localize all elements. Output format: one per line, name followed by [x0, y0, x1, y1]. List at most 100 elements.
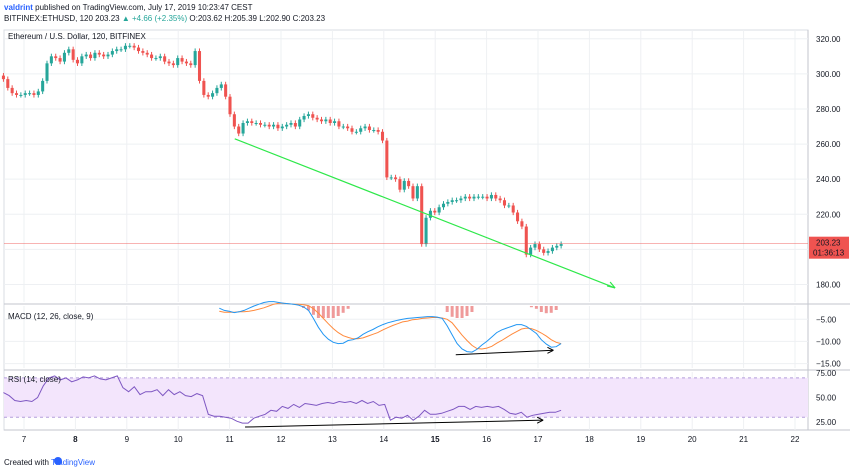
- candle: [346, 126, 350, 129]
- x-tick-label: 19: [636, 435, 645, 444]
- candle: [328, 119, 332, 124]
- candle: [420, 186, 424, 245]
- macd-histogram-bar: [321, 306, 325, 318]
- x-tick-label: 13: [328, 435, 337, 444]
- y-tick-label: 300.00: [816, 70, 841, 79]
- candle: [520, 221, 524, 227]
- candle: [237, 126, 241, 134]
- candle: [84, 54, 88, 57]
- last-price-text: 203.23: [95, 14, 120, 23]
- candle: [389, 177, 393, 179]
- candle: [19, 94, 23, 96]
- candle: [215, 87, 219, 94]
- x-tick-label: 8: [73, 435, 78, 444]
- macd-divergence-line: [455, 349, 554, 356]
- candle: [546, 251, 550, 253]
- candle: [407, 180, 411, 187]
- candle: [302, 115, 306, 120]
- x-tick-label: 21: [739, 435, 748, 444]
- candle: [433, 210, 437, 213]
- candle: [337, 121, 341, 127]
- candle: [376, 130, 380, 132]
- macd-histogram-bar: [470, 306, 474, 312]
- candle: [211, 93, 215, 97]
- x-tick-label: 20: [688, 435, 697, 444]
- y-tick-label: 180.00: [816, 280, 841, 289]
- candle: [80, 56, 84, 64]
- macd-line: [219, 301, 562, 353]
- macd-histogram-bar: [445, 306, 449, 312]
- candle: [89, 54, 93, 59]
- candle: [75, 59, 80, 64]
- candle: [14, 93, 19, 95]
- candle: [394, 177, 398, 180]
- candle: [424, 217, 428, 245]
- y-tick-label: 25.00: [816, 418, 837, 427]
- x-tick-label: 12: [277, 435, 286, 444]
- candle: [1, 75, 5, 80]
- candle: [193, 51, 197, 66]
- candle: [446, 201, 450, 204]
- candle: [363, 126, 367, 129]
- candle: [306, 114, 310, 116]
- candle: [354, 131, 358, 133]
- candle: [45, 63, 49, 81]
- trendline: [234, 138, 616, 289]
- rsi-divergence-line: [245, 419, 544, 428]
- candle: [272, 124, 276, 127]
- candle: [333, 121, 337, 124]
- candle: [502, 200, 507, 206]
- candle: [285, 124, 289, 127]
- publish-info: published on TradingView.com, July 17, 2…: [35, 3, 253, 12]
- candle: [132, 45, 136, 48]
- candle: [150, 54, 154, 59]
- candle: [97, 52, 101, 55]
- ohlc-text: O:203.62 H:205.39 L:202.90 C:203.23: [189, 14, 326, 23]
- candle: [263, 124, 267, 126]
- symbol-name: BITFINEX:ETHUSD, 120: [4, 14, 93, 23]
- candle: [36, 91, 40, 95]
- candle: [511, 205, 515, 213]
- macd-histogram-bar: [549, 306, 553, 313]
- candle: [245, 121, 249, 124]
- candle: [49, 56, 53, 64]
- candle: [228, 96, 232, 115]
- candle: [41, 80, 45, 92]
- countdown-label: 01:36:13: [813, 249, 845, 258]
- candle: [102, 54, 106, 57]
- x-tick-label: 22: [791, 435, 800, 444]
- author-name[interactable]: valdrint: [4, 3, 33, 12]
- candle: [507, 205, 511, 207]
- candle: [154, 58, 158, 60]
- candle: [254, 123, 258, 125]
- candle: [167, 61, 171, 64]
- macd-panel-title: MACD (12, 26, close, 9): [8, 312, 94, 321]
- candle: [67, 49, 71, 53]
- candle: [367, 126, 371, 131]
- candle: [280, 126, 284, 129]
- macd-histogram-bar: [316, 306, 320, 318]
- candle: [350, 128, 354, 132]
- x-tick-label: 17: [534, 435, 543, 444]
- tradingview-logo-text[interactable]: TradingView: [51, 458, 96, 467]
- candle: [197, 51, 202, 81]
- candle: [180, 58, 184, 62]
- candle: [241, 123, 245, 134]
- price-panel-title: Ethereum / U.S. Dollar, 120, BITFINEX: [8, 32, 146, 41]
- x-tick-label: 16: [482, 435, 491, 444]
- candle: [398, 179, 402, 190]
- macd-divergence-arrowhead: [547, 346, 554, 354]
- macd-histogram-bar: [529, 306, 533, 308]
- candle: [267, 124, 271, 127]
- candle: [258, 123, 263, 125]
- candle: [476, 196, 480, 198]
- candle: [463, 196, 467, 199]
- macd-histogram-bar: [311, 306, 315, 315]
- footer-prefix: Created with: [4, 458, 49, 467]
- y-tick-label: 220.00: [816, 210, 841, 219]
- candle: [450, 200, 454, 202]
- rsi-panel-title: RSI (14, close): [8, 375, 61, 384]
- candle: [206, 94, 210, 97]
- candle: [93, 52, 97, 59]
